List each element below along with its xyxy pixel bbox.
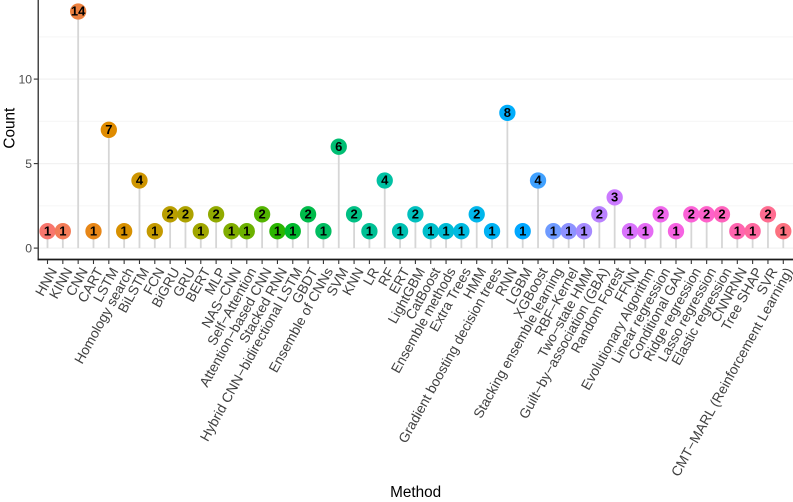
svg-text:1: 1 <box>626 223 633 238</box>
svg-text:14: 14 <box>71 4 86 19</box>
svg-text:1: 1 <box>749 223 756 238</box>
svg-text:2: 2 <box>304 207 311 222</box>
svg-text:1: 1 <box>580 223 587 238</box>
svg-text:LR: LR <box>360 265 382 288</box>
svg-text:1: 1 <box>442 223 449 238</box>
svg-text:1: 1 <box>734 223 741 238</box>
svg-text:1: 1 <box>243 223 250 238</box>
svg-text:1: 1 <box>780 223 787 238</box>
svg-text:5: 5 <box>25 157 32 171</box>
svg-text:1: 1 <box>642 223 649 238</box>
svg-text:1: 1 <box>672 223 679 238</box>
svg-text:2: 2 <box>657 207 664 222</box>
svg-text:1: 1 <box>488 223 495 238</box>
svg-text:1: 1 <box>197 223 204 238</box>
svg-text:4: 4 <box>534 173 542 188</box>
svg-text:1: 1 <box>289 223 296 238</box>
svg-text:1: 1 <box>366 223 373 238</box>
svg-text:Count: Count <box>2 107 19 149</box>
svg-text:4: 4 <box>136 173 144 188</box>
svg-text:1: 1 <box>274 223 281 238</box>
svg-text:2: 2 <box>718 207 725 222</box>
svg-text:1: 1 <box>320 223 327 238</box>
svg-text:1: 1 <box>44 223 51 238</box>
svg-text:1: 1 <box>427 223 434 238</box>
svg-text:4: 4 <box>381 173 389 188</box>
svg-text:1: 1 <box>151 223 158 238</box>
svg-text:1: 1 <box>228 223 235 238</box>
svg-text:2: 2 <box>412 207 419 222</box>
svg-text:2: 2 <box>596 207 603 222</box>
svg-text:7: 7 <box>105 122 112 137</box>
svg-text:2: 2 <box>473 207 480 222</box>
svg-text:3: 3 <box>611 190 618 205</box>
svg-text:2: 2 <box>703 207 710 222</box>
svg-text:2: 2 <box>688 207 695 222</box>
svg-text:1: 1 <box>519 223 526 238</box>
svg-text:2: 2 <box>764 207 771 222</box>
svg-text:6: 6 <box>335 139 342 154</box>
svg-text:2: 2 <box>167 207 174 222</box>
svg-text:1: 1 <box>396 223 403 238</box>
svg-text:1: 1 <box>565 223 572 238</box>
svg-text:2: 2 <box>350 207 357 222</box>
svg-text:10: 10 <box>18 73 32 87</box>
svg-text:1: 1 <box>59 223 66 238</box>
svg-text:1: 1 <box>90 223 97 238</box>
svg-text:2: 2 <box>182 207 189 222</box>
svg-text:0: 0 <box>25 242 32 256</box>
svg-text:2: 2 <box>258 207 265 222</box>
svg-text:8: 8 <box>504 105 511 120</box>
svg-text:2: 2 <box>213 207 220 222</box>
svg-text:1: 1 <box>458 223 465 238</box>
svg-text:1: 1 <box>550 223 557 238</box>
svg-text:Method: Method <box>390 484 441 497</box>
svg-text:1: 1 <box>121 223 128 238</box>
